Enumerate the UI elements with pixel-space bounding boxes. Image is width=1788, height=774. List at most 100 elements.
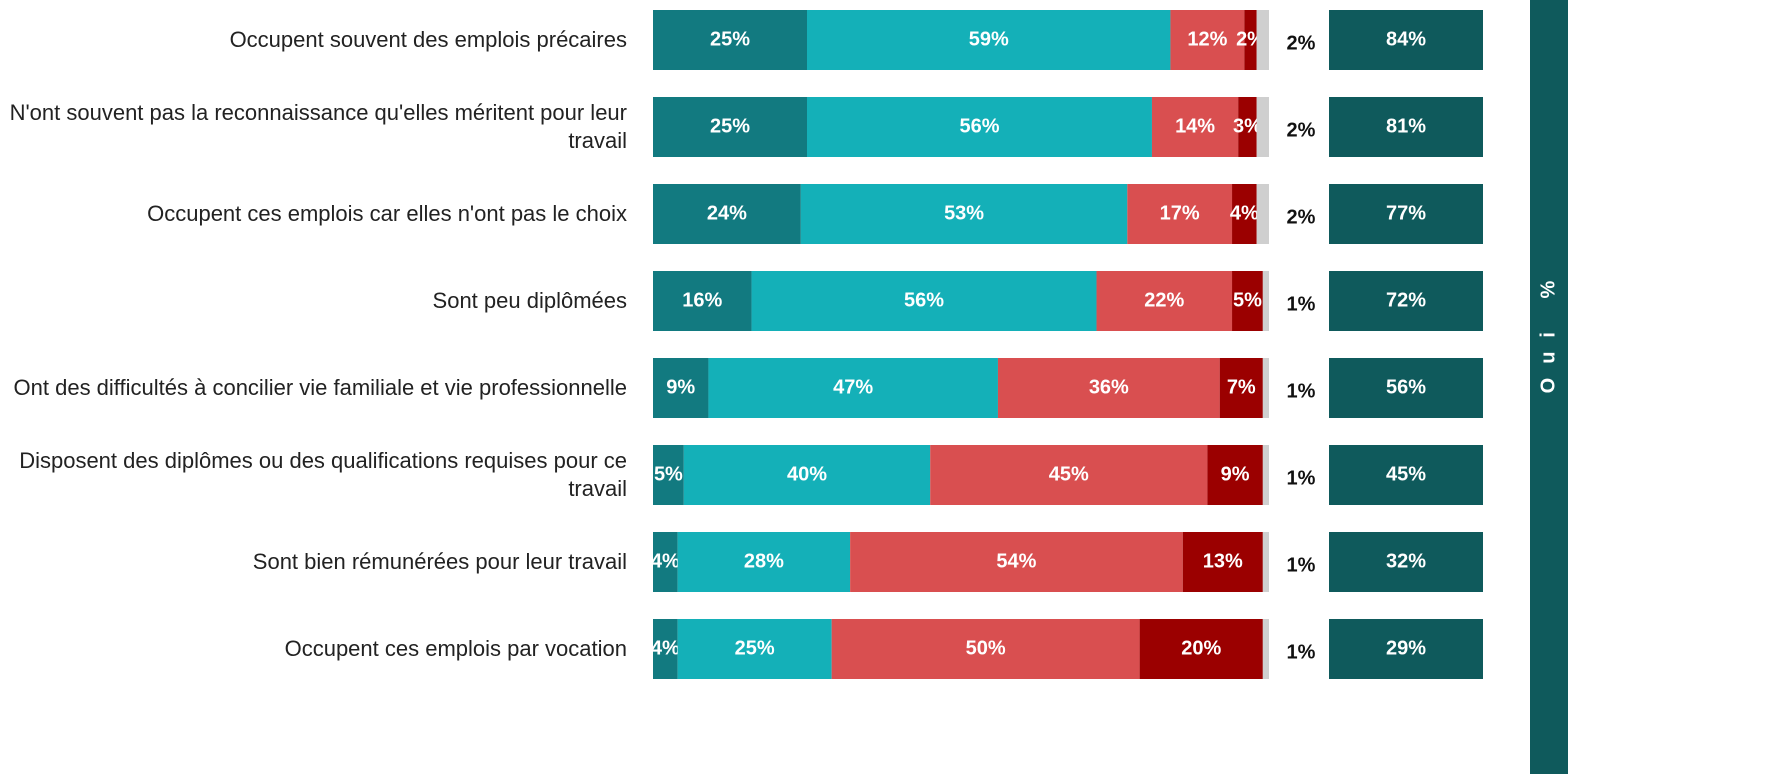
- bar-segment: [1207, 445, 1263, 505]
- category-label: Occupent ces emplois car elles n'ont pas…: [147, 201, 627, 226]
- bar-segment: [708, 358, 998, 418]
- bar-segment: [831, 619, 1140, 679]
- bar-segment: [807, 97, 1152, 157]
- value-label: 1%: [1287, 554, 1316, 576]
- category-label: Occupent ces emplois par vocation: [284, 636, 627, 661]
- value-label: 53%: [944, 202, 984, 224]
- bar-segment: [1256, 184, 1269, 244]
- total-box: [1329, 445, 1483, 505]
- value-label: 1%: [1287, 293, 1316, 315]
- value-label: 2%: [1287, 119, 1316, 141]
- bar-segment: [653, 10, 807, 70]
- bar-segment: [1262, 445, 1269, 505]
- category-label: Sont peu diplômées: [432, 288, 627, 313]
- bar-segment: [1262, 271, 1269, 331]
- value-label: 2%: [1287, 32, 1316, 54]
- total-box: [1329, 532, 1483, 592]
- value-label: 17%: [1160, 202, 1200, 224]
- bar-segment: [1139, 619, 1263, 679]
- category-label: N'ont souvent pas la reconnaissance qu'e…: [9, 100, 627, 153]
- bar-segment: [1232, 184, 1257, 244]
- value-label: 5%: [1233, 289, 1262, 311]
- value-label: 59%: [969, 28, 1009, 50]
- bar-segment: [677, 619, 832, 679]
- bar-segment: [1262, 358, 1269, 418]
- value-label: 4%: [1230, 202, 1259, 224]
- total-label: 84%: [1386, 28, 1426, 50]
- total-label: 29%: [1386, 637, 1426, 659]
- category-label: Disposent des diplômes ou des qualificat…: [19, 448, 627, 501]
- total-box: [1329, 358, 1483, 418]
- bar-segment: [683, 445, 931, 505]
- value-label: 47%: [833, 376, 873, 398]
- value-label: 24%: [707, 202, 747, 224]
- bar-segment: [1127, 184, 1233, 244]
- value-label: 13%: [1203, 550, 1243, 572]
- bar-segment: [1151, 97, 1239, 157]
- bar-segment: [751, 271, 1097, 331]
- total-header: Oui %: [1537, 267, 1559, 394]
- total-box: [1329, 271, 1483, 331]
- value-label: 16%: [682, 289, 722, 311]
- category-label: Occupent souvent des emplois précaires: [229, 27, 627, 52]
- total-box: [1329, 10, 1483, 70]
- value-label: 3%: [1233, 115, 1262, 137]
- value-label: 56%: [904, 289, 944, 311]
- value-label: 36%: [1089, 376, 1129, 398]
- bar-segment: [653, 445, 684, 505]
- value-label: 28%: [744, 550, 784, 572]
- category-label: Sont bien rémunérées pour leur travail: [252, 549, 627, 574]
- bar-segment: [653, 271, 752, 331]
- bar-segment: [1238, 97, 1257, 157]
- total-label: 56%: [1386, 376, 1426, 398]
- bar-segment: [1256, 10, 1269, 70]
- bar-segment: [677, 532, 851, 592]
- total-label: 45%: [1386, 463, 1426, 485]
- value-label: 9%: [1221, 463, 1250, 485]
- bar-segment: [1170, 10, 1245, 70]
- bar-segment: [653, 358, 709, 418]
- bar-segment: [653, 184, 801, 244]
- bar-segment: [1232, 271, 1263, 331]
- total-panel: [1530, 0, 1568, 774]
- value-label: 54%: [996, 550, 1036, 572]
- total-box: [1329, 97, 1483, 157]
- value-label: 56%: [959, 115, 999, 137]
- value-label: 40%: [787, 463, 827, 485]
- value-label: 45%: [1049, 463, 1089, 485]
- bar-segment: [800, 184, 1128, 244]
- total-label: 81%: [1386, 115, 1426, 137]
- category-label: Ont des difficultés à concilier vie fami…: [13, 375, 627, 400]
- bar-segment: [653, 619, 678, 679]
- value-label: 9%: [666, 376, 695, 398]
- bar-segment: [1262, 619, 1269, 679]
- value-label: 25%: [735, 637, 775, 659]
- value-label: 1%: [1287, 467, 1316, 489]
- bar-segment: [807, 10, 1171, 70]
- value-label: 20%: [1181, 637, 1221, 659]
- value-label: 4%: [651, 637, 680, 659]
- bar-segment: [1256, 97, 1269, 157]
- value-label: 1%: [1287, 380, 1316, 402]
- value-label: 5%: [654, 463, 683, 485]
- value-label: 14%: [1175, 115, 1215, 137]
- bar-segment: [1262, 532, 1269, 592]
- total-box: [1329, 619, 1483, 679]
- bar-segment: [1182, 532, 1263, 592]
- bar-segment: [1096, 271, 1233, 331]
- total-box: [1329, 184, 1483, 244]
- bar-segment: [1244, 10, 1257, 70]
- total-label: 72%: [1386, 289, 1426, 311]
- value-label: 2%: [1287, 206, 1316, 228]
- value-label: 25%: [710, 28, 750, 50]
- value-label: 7%: [1227, 376, 1256, 398]
- total-label: 32%: [1386, 550, 1426, 572]
- bar-segment: [850, 532, 1183, 592]
- value-label: 25%: [710, 115, 750, 137]
- bar-segment: [653, 532, 678, 592]
- bar-segment: [997, 358, 1220, 418]
- total-label: 77%: [1386, 202, 1426, 224]
- bar-segment: [653, 97, 807, 157]
